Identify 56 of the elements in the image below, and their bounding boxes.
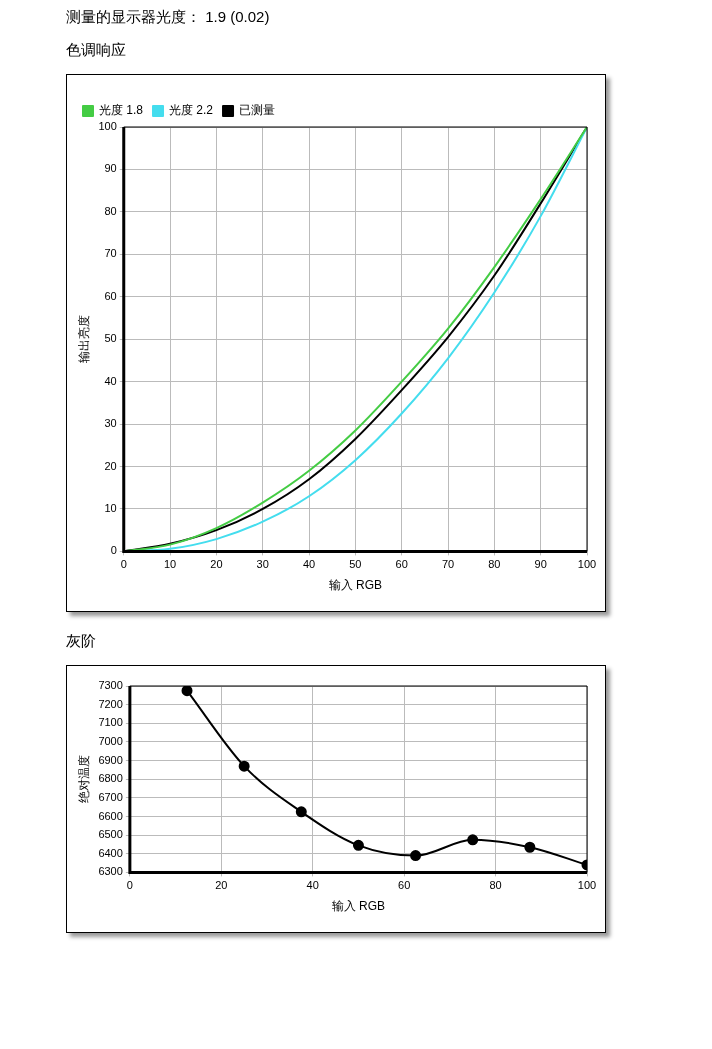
x-axis-title: 输入 RGB bbox=[331, 899, 386, 914]
y-tick-label: 100 bbox=[98, 120, 117, 133]
x-tick-label: 70 bbox=[441, 558, 455, 571]
x-tick-label: 80 bbox=[488, 558, 501, 571]
chart-title: 灰阶 bbox=[66, 632, 97, 651]
y-tick-label: 70 bbox=[104, 247, 117, 260]
x-tick-label: 40 bbox=[302, 558, 316, 571]
y-tick-label: 30 bbox=[104, 417, 117, 430]
point bbox=[467, 834, 479, 846]
x-tick-label: 50 bbox=[349, 558, 362, 571]
legend-label: 光度 1.8 bbox=[99, 103, 144, 118]
x-tick-label: 90 bbox=[534, 558, 547, 571]
x-tick-label: 20 bbox=[215, 879, 228, 892]
y-tick-label: 50 bbox=[104, 332, 117, 345]
chart-title: 色调响应 bbox=[66, 41, 127, 60]
legend-label: 已测量 bbox=[239, 103, 276, 118]
x-tick-label: 40 bbox=[306, 879, 319, 892]
point bbox=[524, 841, 536, 853]
x-tick-label: 100 bbox=[577, 558, 597, 571]
x-tick-label: 80 bbox=[489, 879, 502, 892]
y-tick-label: 7000 bbox=[98, 734, 123, 747]
y-tick-label: 6300 bbox=[98, 865, 123, 878]
x-tick-label: 0 bbox=[126, 879, 133, 892]
y-axis-title: 输出亮度 bbox=[76, 315, 91, 364]
x-tick-label: 60 bbox=[395, 558, 408, 571]
y-tick-label: 6400 bbox=[98, 846, 123, 859]
x-axis-title: 输入 RGB bbox=[328, 578, 383, 593]
text: 测量的显示器光度： 1.9 (0.02) bbox=[66, 8, 271, 27]
x-tick-label: 100 bbox=[577, 879, 597, 892]
y-tick-label: 6900 bbox=[98, 753, 123, 766]
y-tick-label: 7300 bbox=[98, 679, 123, 692]
y-tick-label: 7200 bbox=[98, 697, 123, 710]
y-tick-label: 6600 bbox=[98, 809, 123, 822]
y-tick-label: 60 bbox=[104, 289, 117, 302]
point bbox=[410, 850, 422, 862]
point bbox=[238, 760, 250, 772]
x-tick-label: 30 bbox=[256, 558, 269, 571]
line-series bbox=[123, 127, 587, 552]
y-tick-label: 40 bbox=[104, 374, 117, 387]
y-tick-label: 0 bbox=[110, 544, 117, 557]
y-tick-label: 10 bbox=[104, 501, 117, 514]
y-tick-label: 6800 bbox=[98, 772, 123, 785]
x-tick-label: 10 bbox=[163, 558, 177, 571]
y-tick-label: 6700 bbox=[98, 790, 123, 803]
point bbox=[295, 806, 307, 818]
y-tick-label: 20 bbox=[104, 459, 117, 472]
point bbox=[181, 686, 193, 697]
y-tick-label: 90 bbox=[104, 162, 117, 175]
y-axis-title: 绝对温度 bbox=[76, 755, 91, 804]
y-tick-label: 80 bbox=[104, 204, 117, 217]
legend-label: 光度 2.2 bbox=[169, 103, 214, 118]
x-tick-label: 20 bbox=[210, 558, 223, 571]
x-tick-label: 60 bbox=[398, 879, 411, 892]
point bbox=[352, 839, 364, 851]
y-tick-label: 6500 bbox=[98, 828, 123, 841]
y-tick-label: 7100 bbox=[98, 716, 123, 729]
